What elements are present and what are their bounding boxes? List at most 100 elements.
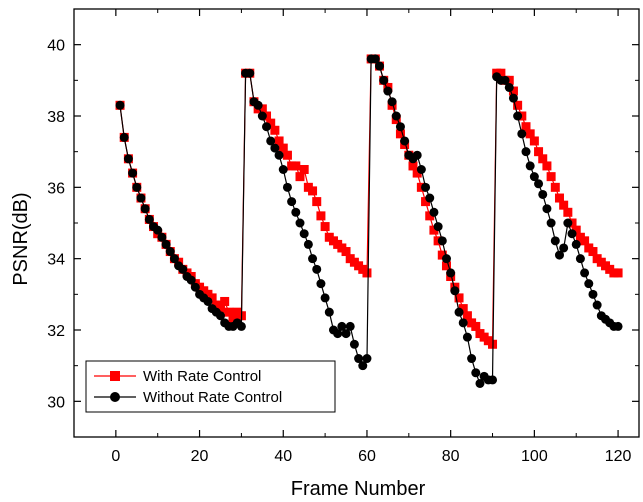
circle-marker [463,333,472,342]
series-line [120,59,618,384]
square-marker [270,126,279,135]
circle-marker [467,354,476,363]
circle-marker [388,97,397,106]
circle-marker [383,87,392,96]
circle-marker [446,268,455,277]
circle-marker [375,62,384,71]
circle-marker [513,112,522,121]
circle-marker [136,194,145,203]
square-marker [321,222,330,231]
x-tick-label: 120 [605,448,632,465]
x-tick-label: 100 [521,448,548,465]
circle-marker [400,136,409,145]
circle-marker [237,322,246,331]
circle-marker [379,76,388,85]
square-marker [291,161,300,170]
circle-marker [325,308,334,317]
circle-marker [429,208,438,217]
y-tick-label: 36 [47,180,65,197]
circle-marker [517,129,526,138]
circle-marker [312,265,321,274]
circle-marker [362,354,371,363]
square-marker [283,151,292,160]
circle-marker [425,194,434,203]
square-marker [220,297,229,306]
circle-marker [128,169,137,178]
circle-marker [132,183,141,192]
circle-marker [534,179,543,188]
series-layer [116,54,623,388]
circle-marker [568,229,577,238]
y-tick-label: 30 [47,394,65,411]
x-axis-title: Frame Number [291,478,426,500]
circle-marker [291,208,300,217]
circle-marker [442,254,451,263]
circle-marker [283,183,292,192]
circle-marker [421,183,430,192]
square-marker [362,268,371,277]
circle-marker [392,112,401,121]
circle-marker [396,122,405,131]
square-marker [110,371,120,381]
circle-marker [346,322,355,331]
circle-marker [287,197,296,206]
legend-label: Without Rate Control [143,389,282,406]
circle-marker [110,392,120,402]
square-marker [300,165,309,174]
circle-marker [559,243,568,252]
square-marker [563,208,572,217]
y-tick-label: 38 [47,109,65,126]
y-tick-label: 40 [47,38,65,55]
circle-marker [300,229,309,238]
circle-marker [316,279,325,288]
circle-marker [262,122,271,131]
circle-marker [120,133,129,142]
circle-marker [593,301,602,310]
circle-marker [450,286,459,295]
circle-marker [275,151,284,160]
circle-marker [526,161,535,170]
circle-marker [434,222,443,231]
x-tick-label: 80 [442,448,460,465]
circle-marker [417,165,426,174]
circle-marker [141,204,150,213]
circle-marker [614,322,623,331]
square-marker [316,211,325,220]
circle-marker [321,293,330,302]
circle-marker [296,219,305,228]
circle-marker [304,240,313,249]
circle-marker [588,290,597,299]
square-marker [542,161,551,170]
square-marker [312,197,321,206]
circle-marker [438,236,447,245]
circle-marker [350,340,359,349]
square-marker [614,268,623,277]
square-marker [547,172,556,181]
circle-marker [522,147,531,156]
circle-marker [459,318,468,327]
y-axis-title: PSNR(dB) [10,192,32,285]
legend-label: With Rate Control [143,368,261,385]
circle-marker [551,236,560,245]
series-without-rate-control [116,54,623,388]
x-tick-label: 20 [191,448,209,465]
circle-marker [563,219,572,228]
circle-marker [538,190,547,199]
x-tick-label: 40 [274,448,292,465]
circle-marker [488,375,497,384]
y-tick-label: 32 [47,323,65,340]
circle-marker [258,112,267,121]
circle-marker [572,240,581,249]
circle-marker [279,165,288,174]
circle-marker [505,83,514,92]
circle-marker [542,204,551,213]
circle-marker [124,154,133,163]
circle-marker [547,219,556,228]
circle-marker [308,254,317,263]
x-tick-label: 60 [358,448,376,465]
circle-marker [584,279,593,288]
square-marker [551,183,560,192]
circle-marker [116,101,125,110]
circle-marker [471,368,480,377]
